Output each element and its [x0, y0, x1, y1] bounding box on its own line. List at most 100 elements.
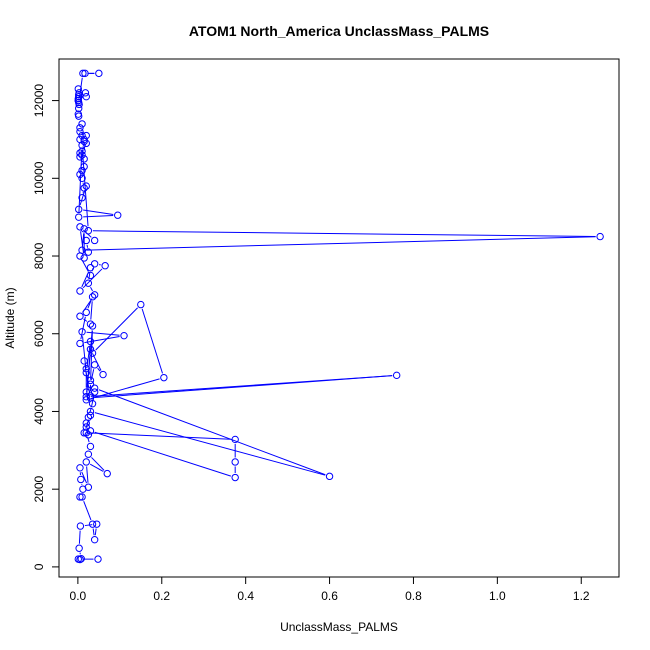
data-point — [86, 411, 95, 420]
series-segment — [78, 530, 81, 544]
series-segment — [83, 209, 114, 216]
data-point — [114, 211, 122, 219]
data-point — [74, 85, 82, 93]
series-segment — [81, 149, 89, 227]
data-point — [120, 331, 128, 340]
series-segment — [78, 77, 83, 99]
series-segment — [88, 272, 91, 279]
data-point — [75, 205, 83, 214]
series-segment — [83, 147, 86, 151]
series-segment — [84, 524, 93, 527]
data-point — [93, 520, 101, 528]
series-segment — [94, 431, 232, 477]
series-segment — [87, 300, 92, 309]
data-point — [81, 89, 90, 97]
data-point — [82, 392, 90, 401]
y-tick-label: 10000 — [32, 161, 46, 195]
data-point — [88, 520, 97, 528]
x-axis: 0.0 0.2 0.4 0.6 0.8 1.0 1.2 — [70, 576, 590, 603]
data-point — [75, 213, 83, 221]
x-tick-label: 1.0 — [489, 589, 506, 603]
data-point — [77, 475, 85, 484]
data-point — [84, 450, 93, 458]
series-segment — [92, 528, 95, 536]
series-segment — [90, 375, 393, 397]
series-segment — [141, 308, 163, 374]
series-segment — [86, 236, 596, 251]
x-tick-label: 0.8 — [405, 589, 422, 603]
data-point — [82, 131, 90, 140]
data-point — [86, 320, 95, 328]
series-segment — [86, 331, 120, 336]
data-point — [160, 373, 168, 382]
data-point — [86, 392, 95, 400]
data-point — [84, 483, 93, 491]
data-point — [82, 423, 90, 431]
data-point — [75, 544, 83, 552]
data-point — [90, 388, 99, 396]
chart-title: ATOM1 North_America UnclassMass_PALMS — [189, 23, 489, 39]
data-point — [90, 236, 99, 245]
data-point — [81, 69, 89, 78]
data-point — [74, 110, 82, 118]
data-point — [75, 91, 83, 99]
data-point — [75, 98, 83, 107]
data-point — [86, 407, 95, 416]
data-point — [88, 293, 97, 301]
y-axis: 0 2000 4000 6000 8000 10000 12000 — [32, 84, 60, 570]
x-tick-label: 1.2 — [573, 589, 590, 603]
data-point — [78, 174, 86, 182]
series-segment — [92, 230, 596, 238]
data-point — [76, 127, 84, 136]
series-segment — [86, 244, 89, 248]
data-point — [78, 147, 86, 155]
data-point — [90, 260, 99, 268]
data-point — [82, 139, 90, 148]
series-layer — [74, 69, 604, 564]
data-point — [90, 535, 99, 544]
y-axis-label: Altitude (m) — [3, 287, 17, 348]
data-point — [94, 555, 102, 563]
data-point — [75, 104, 83, 113]
series-segment — [82, 336, 87, 369]
data-point — [80, 135, 88, 144]
data-point — [76, 135, 84, 144]
series-segment — [90, 301, 93, 320]
series-segment — [97, 367, 101, 372]
data-point — [103, 469, 111, 478]
series-segment — [86, 345, 91, 369]
series-segment — [94, 528, 97, 536]
x-tick-label: 0.4 — [237, 589, 254, 603]
data-point — [88, 349, 97, 357]
data-point — [78, 131, 86, 140]
data-point — [137, 300, 145, 309]
data-point — [86, 442, 95, 451]
data-point — [231, 473, 239, 482]
data-point — [86, 376, 95, 385]
data-point — [80, 162, 88, 171]
data-point — [84, 227, 93, 235]
series-segment — [98, 389, 326, 476]
data-point — [82, 429, 90, 437]
data-point — [84, 279, 93, 287]
data-point — [82, 92, 90, 101]
data-point — [76, 555, 84, 564]
data-point — [78, 493, 86, 501]
data-point — [325, 472, 334, 481]
series-segment — [89, 463, 104, 472]
series-segment — [95, 307, 138, 351]
data-point — [78, 151, 86, 159]
data-point — [76, 339, 84, 348]
y-tick-label: 6000 — [32, 320, 46, 347]
data-point — [392, 371, 401, 380]
data-point — [86, 337, 95, 346]
data-point — [82, 388, 90, 396]
data-point — [78, 328, 86, 336]
series-segment — [90, 286, 93, 292]
data-point — [231, 435, 239, 444]
data-point — [90, 291, 99, 299]
plot-frame — [58, 58, 620, 578]
y-tick-label: 12000 — [32, 84, 46, 118]
y-tick-label: 4000 — [32, 398, 46, 425]
